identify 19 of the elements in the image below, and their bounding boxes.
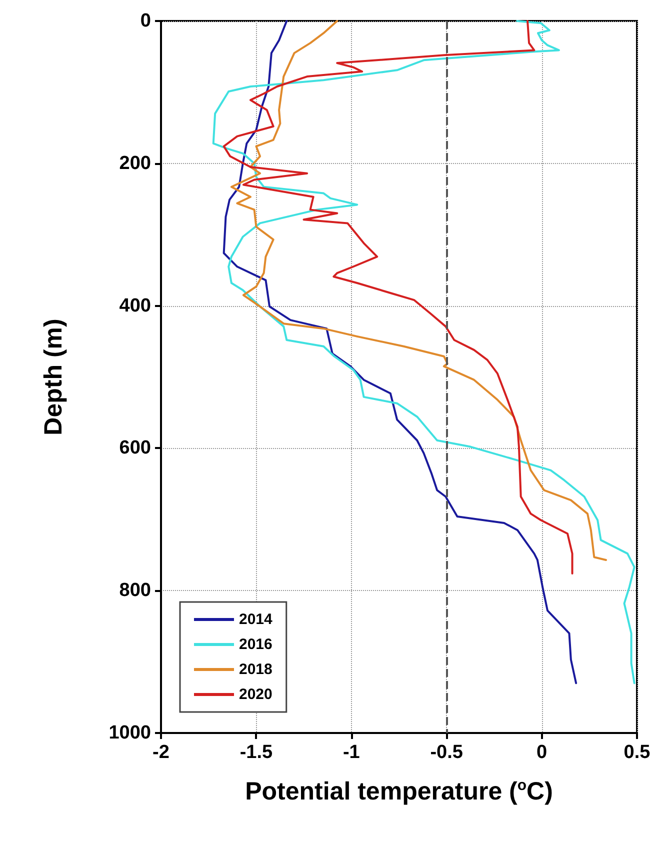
legend-label: 2014: [239, 611, 274, 628]
y-tick-label: 400: [119, 295, 151, 316]
legend-label: 2018: [239, 661, 272, 678]
line-series: [222, 20, 578, 684]
legend-label: 2020: [239, 686, 272, 703]
legend-label: 2016: [239, 636, 272, 653]
y-tick-label: 600: [119, 438, 151, 459]
x-tick-label: -1: [342, 742, 360, 763]
line-series: [212, 20, 636, 684]
x-tick-label: -2: [152, 742, 170, 763]
x-tick-label: 0: [536, 742, 548, 763]
y-tick-label: 1000: [108, 722, 151, 744]
x-tick-label: 0.5: [624, 742, 651, 763]
y-axis-title: Depth (m): [40, 318, 68, 436]
y-tick-label: 800: [119, 580, 151, 602]
x-tick-label: -1.5: [240, 742, 273, 763]
x-tick-label: -0.5: [430, 742, 464, 763]
y-tick-label: 200: [119, 152, 151, 174]
y-tick-label: 0: [140, 10, 151, 32]
